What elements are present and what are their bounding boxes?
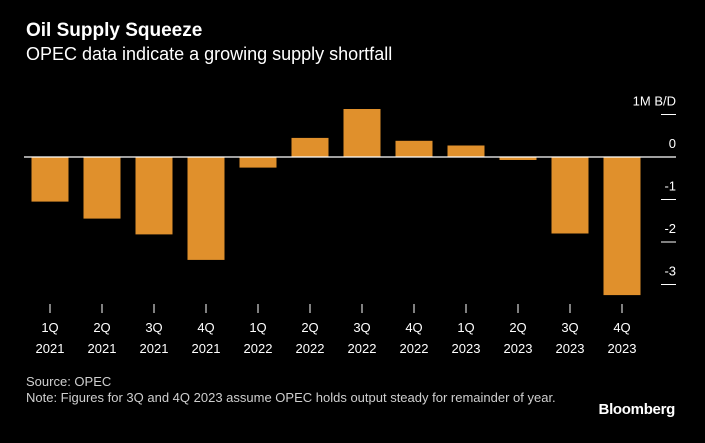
x-tick-label-quarter: 2Q bbox=[509, 320, 526, 335]
bar-1Q-2022 bbox=[239, 157, 277, 168]
x-tick-label-year: 2022 bbox=[296, 341, 325, 356]
y-tick-label: -2 bbox=[664, 221, 676, 236]
bar-1Q-2023 bbox=[447, 145, 485, 157]
chart-title: Oil Supply Squeeze bbox=[26, 20, 203, 41]
x-tick-label-year: 2021 bbox=[36, 341, 65, 356]
x-tick-label-quarter: 4Q bbox=[405, 320, 422, 335]
note-text: Note: Figures for 3Q and 4Q 2023 assume … bbox=[26, 390, 556, 405]
bar-2Q-2022 bbox=[291, 137, 329, 157]
x-tick-label-quarter: 4Q bbox=[613, 320, 630, 335]
bar-2Q-2023 bbox=[499, 157, 537, 160]
y-axis: 1M B/D 0 -1 -2 -3 bbox=[24, 94, 676, 285]
bar-2Q-2021 bbox=[83, 157, 121, 219]
x-tick-label-year: 2022 bbox=[400, 341, 429, 356]
bars-group bbox=[31, 109, 641, 296]
x-tick-label-year: 2023 bbox=[452, 341, 481, 356]
x-tick-label-quarter: 3Q bbox=[561, 320, 578, 335]
x-tick-label-year: 2021 bbox=[192, 341, 221, 356]
bloomberg-logo: Bloomberg bbox=[598, 401, 676, 418]
y-tick-label: 0 bbox=[669, 136, 676, 151]
x-tick-label-year: 2021 bbox=[140, 341, 169, 356]
y-tick-label: -3 bbox=[664, 264, 676, 279]
y-tick-label: 1M B/D bbox=[633, 94, 676, 109]
x-tick-label-year: 2021 bbox=[88, 341, 117, 356]
bar-4Q-2022 bbox=[395, 140, 433, 157]
bar-1Q-2021 bbox=[31, 157, 69, 202]
x-tick-label-quarter: 1Q bbox=[249, 320, 266, 335]
source-text: Source: OPEC bbox=[26, 374, 112, 389]
chart-subtitle: OPEC data indicate a growing supply shor… bbox=[26, 44, 393, 64]
x-tick-label-quarter: 1Q bbox=[41, 320, 58, 335]
x-tick-label-quarter: 3Q bbox=[145, 320, 162, 335]
x-axis-labels: 1Q 2021 2Q 2021 3Q 2021 4Q 2021 1Q 2022 2Q 2022 3Q 20… bbox=[36, 304, 637, 356]
bar-4Q-2023 bbox=[603, 157, 641, 296]
x-tick-label-quarter: 4Q bbox=[197, 320, 214, 335]
x-tick-label-year: 2023 bbox=[608, 341, 637, 356]
x-tick-label-year: 2023 bbox=[504, 341, 533, 356]
x-tick-label-quarter: 2Q bbox=[93, 320, 110, 335]
x-tick-label-quarter: 1Q bbox=[457, 320, 474, 335]
x-tick-label-quarter: 3Q bbox=[353, 320, 370, 335]
x-tick-label-year: 2022 bbox=[348, 341, 377, 356]
x-tick-label-year: 2023 bbox=[556, 341, 585, 356]
bar-3Q-2022 bbox=[343, 109, 381, 157]
bar-4Q-2021 bbox=[187, 157, 225, 260]
y-tick-label: -1 bbox=[664, 179, 676, 194]
x-tick-label-year: 2022 bbox=[244, 341, 273, 356]
bar-3Q-2023 bbox=[551, 157, 589, 234]
bar-3Q-2021 bbox=[135, 157, 173, 235]
x-tick-label-quarter: 2Q bbox=[301, 320, 318, 335]
